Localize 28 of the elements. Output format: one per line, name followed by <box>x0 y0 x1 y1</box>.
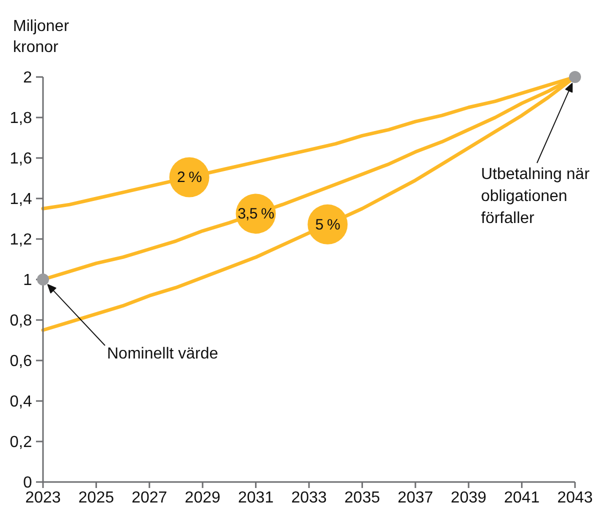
x-tick-label: 2031 <box>238 489 274 506</box>
series-label: 2 % <box>176 169 202 186</box>
x-tick-label: 2039 <box>450 489 486 506</box>
x-tick-label: 2023 <box>25 489 61 506</box>
x-tick-label: 2043 <box>557 489 593 506</box>
annotation: Utbetalning när obligationen förfaller <box>481 166 590 227</box>
x-tick-label: 2027 <box>132 489 168 506</box>
y-tick-label: 1 <box>23 272 32 290</box>
y-tick-label: 0,8 <box>10 312 32 330</box>
x-tick-label: 2033 <box>291 489 327 506</box>
annotation: Nominellt värde <box>107 346 218 362</box>
y-tick-label: 0,2 <box>10 434 32 452</box>
series-label: 3,5 % <box>238 206 274 223</box>
y-tick-label: 0 <box>23 474 32 492</box>
x-tick-label: 2037 <box>398 489 434 506</box>
y-tick-label: 0,4 <box>10 394 32 411</box>
x-tick-label: 2025 <box>78 489 114 506</box>
y-tick-label: 1,6 <box>10 150 32 168</box>
y-tick-label: 1,4 <box>10 191 32 208</box>
series-label: 5 % <box>315 216 340 234</box>
y-tick-label: 0,6 <box>10 353 32 370</box>
y-tick-label: 1,8 <box>10 110 32 128</box>
x-tick-label: 2035 <box>344 489 380 506</box>
x-tick-label: 2041 <box>504 489 540 506</box>
x-tick-label: 2029 <box>184 489 220 506</box>
y-axis-title: Miljoner kronor <box>13 18 70 56</box>
y-tick-label: 2 <box>23 70 32 87</box>
y-tick-label: 1,2 <box>10 232 32 249</box>
